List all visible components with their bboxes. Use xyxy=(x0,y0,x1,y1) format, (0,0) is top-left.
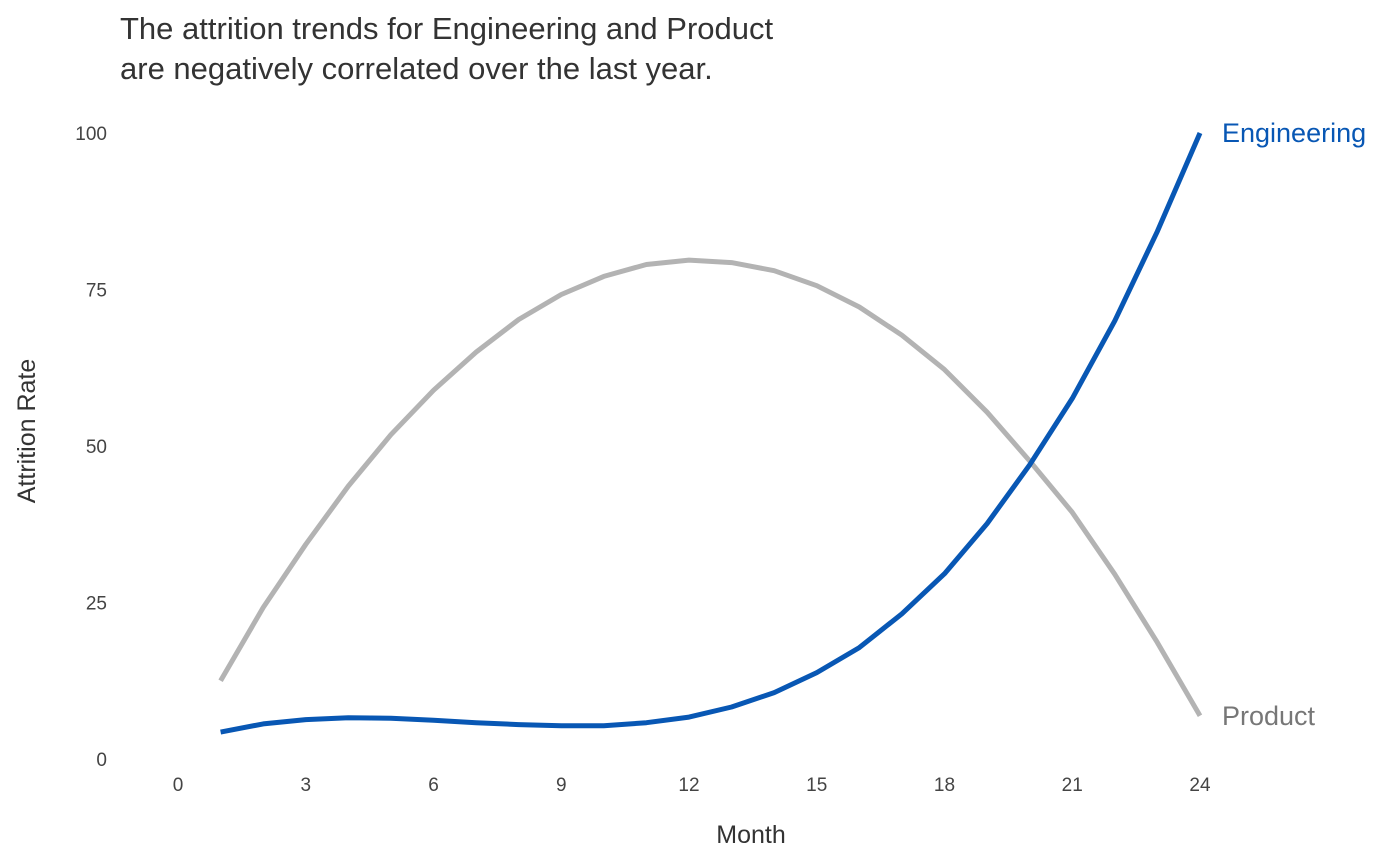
series-line-engineering xyxy=(220,132,1203,735)
series-labels: Product Engineering xyxy=(1222,118,1366,731)
x-axis-title: Month xyxy=(716,821,785,849)
x-axis-ticks: 0 3 6 9 12 15 18 21 24 xyxy=(173,775,1211,796)
y-tick-label: 75 xyxy=(86,281,107,302)
x-tick-label: 6 xyxy=(428,775,439,796)
series-lines xyxy=(218,132,1203,735)
y-axis-title: Attrition Rate xyxy=(13,359,41,504)
x-tick-label: 18 xyxy=(934,775,955,796)
x-tick-label: 0 xyxy=(173,775,184,796)
chart-title: The attrition trends for Engineering and… xyxy=(120,11,773,86)
y-tick-label: 0 xyxy=(96,750,107,771)
x-tick-label: 3 xyxy=(300,775,311,796)
chart-title-line-1: The attrition trends for Engineering and… xyxy=(120,11,773,46)
x-tick-label: 21 xyxy=(1062,775,1083,796)
x-tick-label: 9 xyxy=(556,775,567,796)
series-label-product: Product xyxy=(1222,701,1316,731)
chart-title-line-2: are negatively correlated over the last … xyxy=(120,51,713,86)
y-tick-label: 50 xyxy=(86,437,107,458)
x-tick-label: 24 xyxy=(1189,775,1211,796)
y-axis-ticks: 0 25 50 75 100 xyxy=(75,124,107,771)
x-tick-label: 12 xyxy=(678,775,699,796)
y-tick-label: 25 xyxy=(86,594,107,615)
x-tick-label: 15 xyxy=(806,775,827,796)
series-label-engineering: Engineering xyxy=(1222,118,1366,148)
series-line-product xyxy=(218,257,1203,718)
y-tick-label: 100 xyxy=(75,124,107,145)
